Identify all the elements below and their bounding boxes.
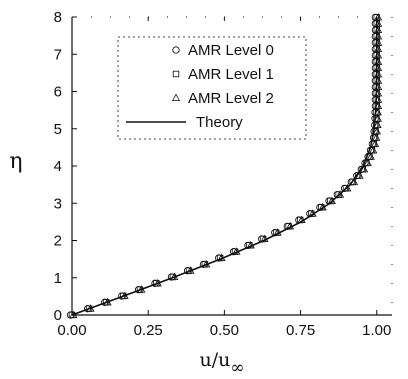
y-axis-label: η: [9, 149, 22, 174]
series-layer: [66, 12, 383, 319]
y-tick-label: 5: [54, 121, 62, 138]
data-point: [366, 152, 375, 160]
x-tick-label: 0.75: [286, 322, 315, 339]
y-tick-label: 4: [54, 158, 62, 175]
x-tick-label: 1.00: [362, 322, 391, 339]
x-axis-label-main: u/u: [199, 349, 230, 371]
y-axis-ticks: 0 1 2 3 4 5 6 7 8: [54, 9, 77, 324]
y-tick-label: 2: [54, 233, 62, 250]
legend-marker: [171, 93, 181, 101]
legend-label: Theory: [196, 114, 243, 131]
data-point: [371, 139, 380, 148]
data-point: [372, 126, 382, 135]
x-axis-ticks: 0.00 0.25 0.50 0.75 1.00: [57, 17, 391, 339]
y-tick-label: 0: [54, 307, 62, 324]
data-point: [373, 120, 382, 129]
data-point: [360, 164, 369, 173]
data-point: [373, 114, 382, 122]
data-point: [363, 158, 372, 167]
legend-label: AMR Level 2: [188, 90, 274, 107]
data-point: [374, 12, 383, 21]
y-tick-label: 3: [54, 195, 62, 212]
theory-curve: [71, 17, 378, 316]
y-tick-label: 6: [54, 84, 62, 101]
y-tick-label: 7: [54, 46, 62, 63]
data-point: [335, 190, 345, 198]
legend-item-amr-level-2: AMR Level 2: [171, 90, 274, 107]
x-tick-label: 0.50: [210, 322, 239, 339]
legend-item-theory: Theory: [126, 114, 243, 131]
legend-marker: [172, 70, 180, 78]
x-axis-label-subscript: ∞: [230, 358, 244, 378]
legend: AMR Level 0 AMR Level 1 AMR Level 2 Theory: [117, 36, 307, 140]
data-point: [355, 171, 364, 179]
y-tick-label: 1: [54, 270, 62, 287]
legend-label: AMR Level 1: [188, 66, 274, 83]
series-theory: [71, 17, 378, 316]
legend-item-amr-level-0: AMR Level 0: [172, 42, 274, 59]
data-point: [372, 133, 381, 141]
x-axis-label: u/u∞: [199, 349, 244, 378]
x-tick-label: 0.25: [134, 322, 163, 339]
x-tick-label: 0.00: [57, 322, 86, 339]
legend-marker: [172, 46, 180, 54]
legend-item-amr-level-1: AMR Level 1: [172, 66, 274, 83]
legend-label: AMR Level 0: [188, 42, 274, 59]
data-point: [369, 145, 378, 154]
y-tick-label: 8: [54, 9, 62, 26]
